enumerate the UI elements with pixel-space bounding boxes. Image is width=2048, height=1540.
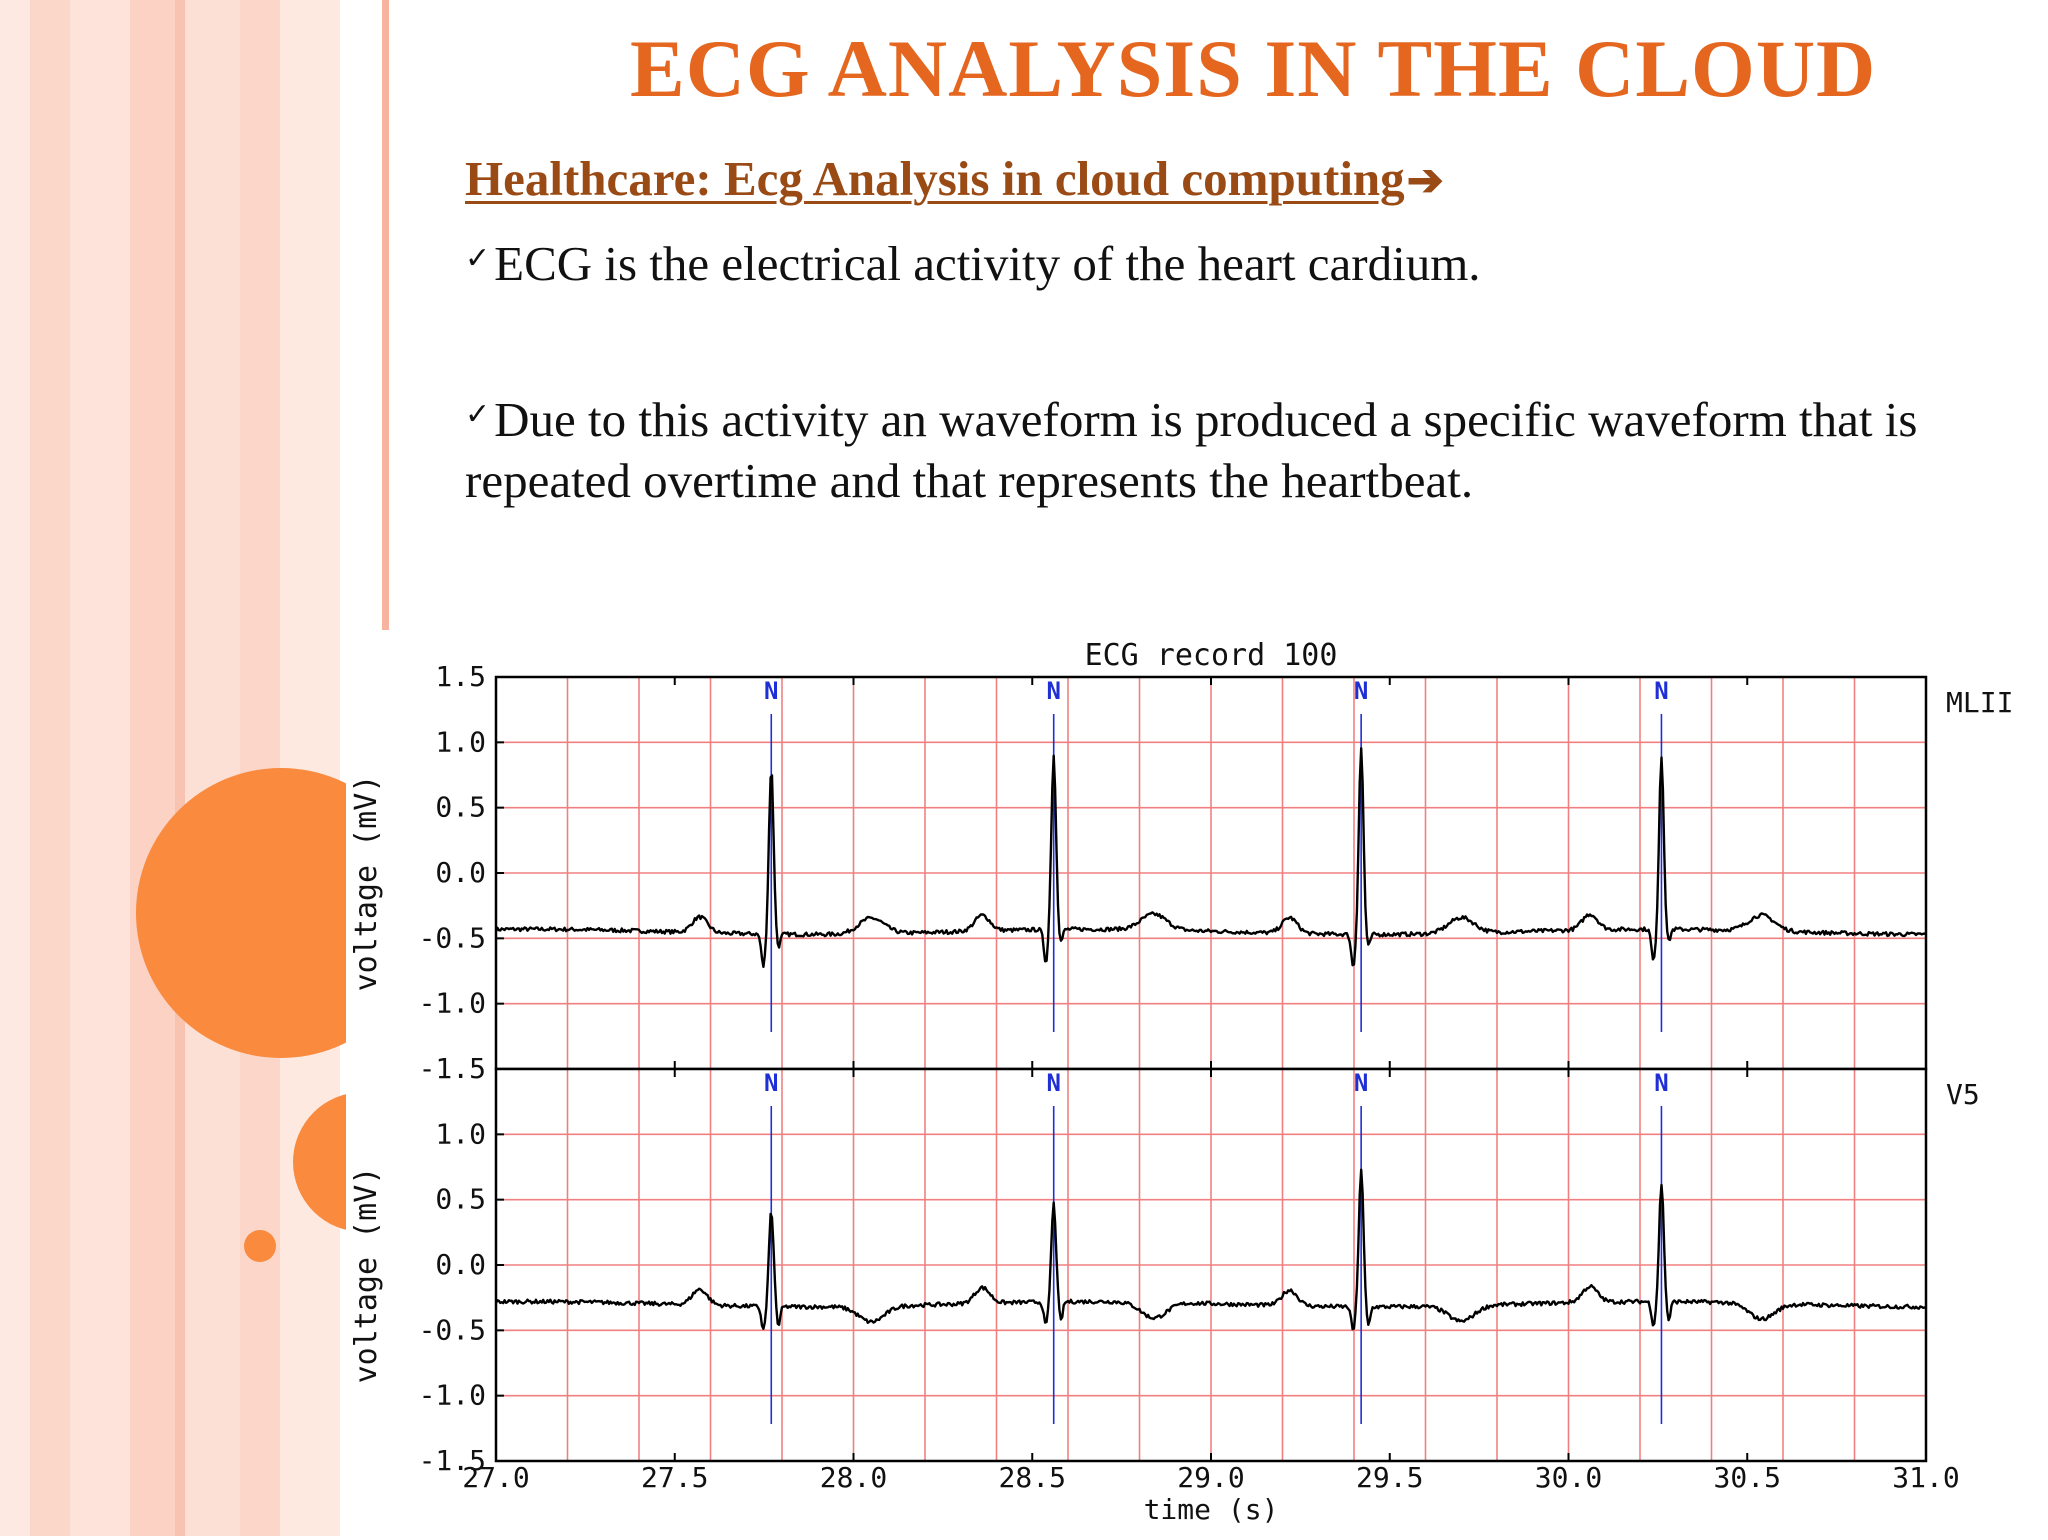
check-icon: ✓ — [465, 241, 491, 276]
check-icon: ✓ — [465, 397, 491, 432]
ecg-trace-v5 — [494, 1168, 1927, 1331]
x-tick-label: 27.5 — [641, 1461, 708, 1494]
decor-stripe — [175, 0, 185, 1536]
beat-annotation-label: N — [764, 677, 778, 705]
subtitle-text: Healthcare: Ecg Analysis in cloud comput… — [465, 151, 1405, 206]
decor-stripe — [70, 0, 130, 1536]
y-tick-label: -1.0 — [419, 1379, 486, 1412]
slide-subtitle: Healthcare: Ecg Analysis in cloud comput… — [465, 150, 1444, 207]
y-tick-label: 1.5 — [435, 660, 486, 693]
decor-circle-small — [244, 1230, 276, 1262]
ecg-chart: ECG record 100 1.5 1.0 0.5 0.0 -0.5 -1.0 -1.5 vo… — [349, 638, 2013, 1526]
slide-title: ECG ANALYSIS IN THE CLOUD — [630, 23, 1877, 114]
ecg-chart-area: ECG record 100 1.5 1.0 0.5 0.0 -0.5 -1.0 -1.5 vo… — [346, 632, 2048, 1536]
beat-annotation-label: N — [1354, 1069, 1368, 1097]
x-tick-label: 31.0 — [1892, 1461, 1959, 1494]
y-tick-label: 0.5 — [435, 791, 486, 824]
x-tick-label: 30.5 — [1714, 1461, 1781, 1494]
x-tick-label: 27.0 — [462, 1461, 529, 1494]
lead-label: V5 — [1946, 1078, 1980, 1111]
bullet-text-2: Due to this activity an waveform is prod… — [465, 392, 1918, 508]
lead-label: MLII — [1946, 686, 2013, 719]
y-tick-label: 1.0 — [435, 725, 486, 758]
y-axis-label: voltage (mV) — [349, 1167, 384, 1384]
x-tick-label: 28.5 — [999, 1461, 1066, 1494]
y-tick-label: 1.0 — [435, 1117, 486, 1150]
y-tick-label: 0.0 — [435, 856, 486, 889]
x-tick-label: 30.0 — [1535, 1461, 1602, 1494]
decor-stripe — [30, 0, 70, 1536]
arrow-right-icon: ➔ — [1406, 156, 1444, 205]
y-tick-label: -0.5 — [419, 921, 486, 954]
y-tick-label: 0.0 — [435, 1248, 486, 1281]
beat-annotation-label: N — [1654, 1069, 1668, 1097]
beat-annotation-label: N — [1046, 1069, 1060, 1097]
bullet-point-2: ✓Due to this activity an waveform is pro… — [465, 384, 2005, 511]
x-axis-label: time (s) — [1144, 1493, 1279, 1526]
y-tick-label: 0.5 — [435, 1183, 486, 1216]
y-tick-label: -1.5 — [419, 1052, 486, 1085]
chart-title: ECG record 100 — [1085, 638, 1338, 673]
beat-annotation-label: N — [1654, 677, 1668, 705]
beat-annotation-label: N — [1046, 677, 1060, 705]
y-tick-label: -1.5 — [419, 1444, 486, 1477]
ecg-trace-mlii — [494, 747, 1927, 968]
beat-annotation-label: N — [764, 1069, 778, 1097]
decor-stripe — [0, 0, 30, 1536]
y-axis-label: voltage (mV) — [349, 775, 384, 992]
decor-stripe — [130, 0, 175, 1536]
bullet-text-1: ECG is the electrical activity of the he… — [494, 236, 1481, 291]
decor-stripe — [382, 0, 389, 630]
bullet-point-1: ✓ECG is the electrical activity of the h… — [465, 228, 2005, 294]
y-tick-label: -0.5 — [419, 1313, 486, 1346]
y-tick-label: -1.0 — [419, 987, 486, 1020]
decor-stripe — [185, 0, 240, 1536]
x-tick-label: 29.0 — [1177, 1461, 1244, 1494]
x-tick-label: 28.0 — [820, 1461, 887, 1494]
x-tick-label: 29.5 — [1356, 1461, 1423, 1494]
beat-annotation-label: N — [1354, 677, 1368, 705]
